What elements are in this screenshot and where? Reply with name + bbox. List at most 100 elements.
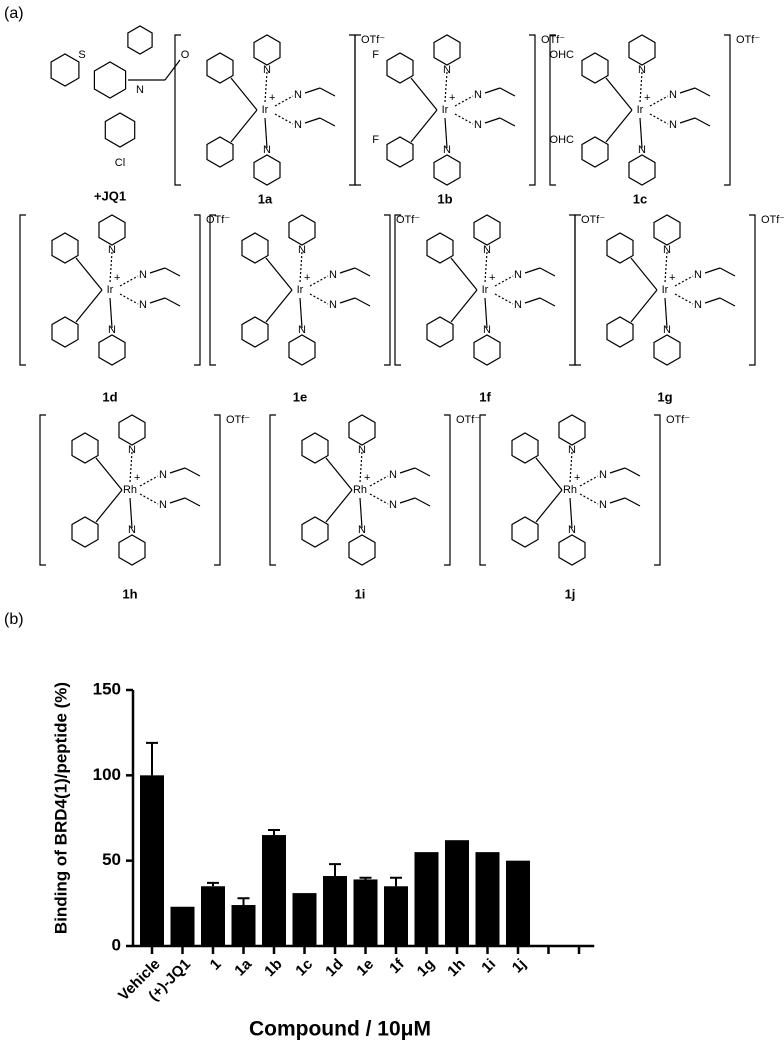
- bond: [444, 71, 448, 103]
- bond: [184, 467, 201, 477]
- bar: [170, 906, 195, 946]
- bond: [454, 113, 474, 125]
- bracket: [214, 414, 221, 566]
- x-tick-label: 1: [207, 956, 225, 974]
- ring: [433, 154, 461, 186]
- bar: [414, 852, 439, 946]
- atom-label: N: [443, 144, 451, 156]
- bond: [169, 497, 186, 504]
- bond: [149, 267, 166, 274]
- bracket: [574, 214, 581, 366]
- bond: [354, 297, 371, 307]
- bond: [679, 117, 696, 124]
- y-tick-label: 100: [93, 765, 121, 784]
- bond: [354, 267, 371, 277]
- atom-label: N: [663, 324, 671, 336]
- error-bar: [207, 881, 219, 887]
- ring: [98, 214, 126, 246]
- bond: [184, 497, 201, 507]
- atom-label: N: [483, 244, 491, 256]
- bond: [524, 297, 541, 304]
- ring: [653, 214, 681, 246]
- error-bar: [237, 897, 250, 906]
- bar: [384, 886, 408, 946]
- counterion: OTf⁻: [666, 414, 690, 426]
- bracket: [354, 34, 361, 186]
- ring: [606, 316, 634, 348]
- bond: [605, 109, 633, 143]
- atom-label: Cl: [115, 157, 125, 169]
- bracket: [269, 414, 276, 566]
- x-tick-label: 1g: [414, 956, 438, 980]
- bar: [353, 879, 378, 946]
- bond: [535, 489, 563, 523]
- atom-label: N: [108, 244, 116, 256]
- atom-label: N: [599, 499, 607, 511]
- bond: [605, 77, 633, 111]
- panel-label: (b): [4, 611, 24, 628]
- bar: [140, 775, 164, 946]
- atom-label: N: [139, 269, 147, 281]
- x-tick-label: 1e: [353, 956, 377, 980]
- bar: [231, 905, 256, 946]
- counterion: OTf⁻: [456, 414, 480, 426]
- atom-label: N: [483, 324, 491, 336]
- atom-label: N: [568, 444, 576, 456]
- ring: [558, 534, 586, 566]
- counterion: OTf⁻: [396, 214, 420, 226]
- bond: [164, 267, 181, 277]
- bond: [309, 293, 329, 305]
- bond: [539, 267, 556, 277]
- bond: [339, 297, 356, 304]
- bond: [579, 475, 599, 487]
- bond: [399, 497, 416, 504]
- bond: [704, 297, 721, 304]
- bond: [230, 109, 258, 143]
- bracket: [749, 214, 756, 366]
- charge: +: [114, 272, 120, 284]
- bond: [75, 257, 103, 291]
- counterion: OTf⁻: [206, 214, 230, 226]
- bond: [609, 497, 626, 504]
- compound-label: 1j: [565, 586, 576, 601]
- bond: [109, 251, 113, 283]
- bar: [262, 835, 286, 946]
- atom-label: N: [108, 324, 116, 336]
- atom-label: N: [669, 119, 677, 131]
- ring: [301, 432, 329, 464]
- compound-label: 1g: [657, 389, 672, 404]
- charge: +: [644, 92, 650, 104]
- bond: [649, 95, 669, 107]
- charge: +: [449, 92, 455, 104]
- atom-label: S: [78, 49, 85, 61]
- bracket: [654, 414, 661, 566]
- ring: [288, 334, 316, 366]
- charge: +: [134, 472, 140, 484]
- atom-label: N: [638, 64, 646, 76]
- ring: [386, 52, 414, 84]
- bracket: [39, 414, 46, 566]
- bond: [369, 493, 389, 505]
- atom-label: N: [514, 269, 522, 281]
- ring: [386, 136, 414, 168]
- atom-label: N: [669, 89, 677, 101]
- bracket: [349, 34, 356, 186]
- bar: [475, 852, 500, 946]
- bond: [539, 297, 556, 307]
- bond: [639, 117, 643, 149]
- ring: [71, 516, 99, 548]
- bond: [664, 251, 668, 283]
- atom-label: N: [638, 144, 646, 156]
- error-bar: [329, 863, 341, 877]
- ring: [253, 34, 281, 66]
- bond: [230, 77, 258, 111]
- atom-label: N: [599, 469, 607, 481]
- y-tick-label: 150: [93, 679, 121, 698]
- metal-label: Ir: [662, 284, 669, 296]
- atom-label: N: [358, 444, 366, 456]
- bond: [265, 257, 293, 291]
- bond: [119, 275, 139, 287]
- metal-label: Ir: [297, 284, 304, 296]
- atom-label: N: [474, 89, 482, 101]
